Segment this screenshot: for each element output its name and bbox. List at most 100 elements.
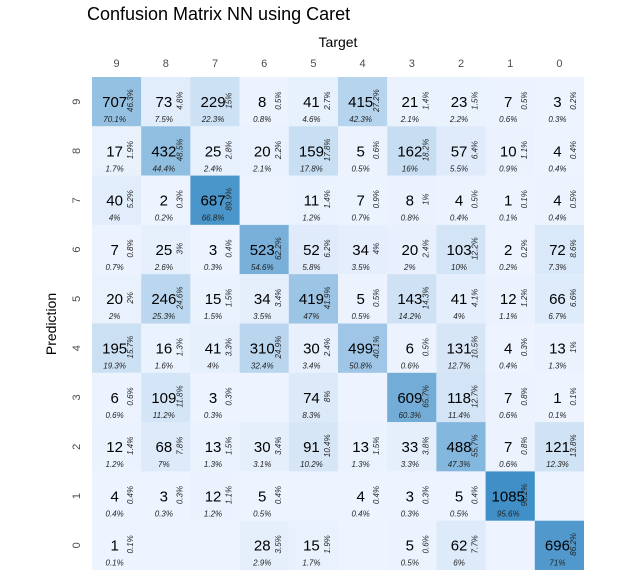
cell-col-percent: 0.4% [450,214,468,223]
y-axis-title: Prediction [43,293,59,355]
matrix-cell: 195 15.7%19.3% [92,323,142,373]
cell-row-percent: 40.1% [372,336,381,359]
cell-tile [92,520,142,570]
cell-tile [141,274,191,324]
cell-col-percent: 66.8% [202,214,225,223]
cell-tile [92,323,142,373]
cell-col-percent: 0.3% [548,115,566,124]
cell-tile [92,274,142,324]
matrix-cell: 5 0.4%0.5% [436,471,486,521]
cell-row-percent: 1.5% [225,289,234,307]
cell-count: 3 [160,488,168,505]
cell-row-percent: 0.6% [421,535,430,553]
cell-row-percent: 1.4% [126,437,135,455]
matrix-cell: 7 0.8%0.6% [485,372,535,423]
cell-col-percent: 0.9% [499,164,517,173]
x-tick-label: 1 [507,58,513,70]
cell-col-percent: 70.1% [103,115,126,124]
cell-col-percent: 1.7% [106,164,124,173]
cell-row-percent: 0.4% [225,239,234,257]
cell-tile [436,175,486,225]
cell-col-percent: 0.5% [401,559,419,568]
matrix-cell: 7 0.8%0.6% [485,422,535,472]
y-tick-label: 1 [71,493,83,499]
cell-tile [485,224,535,275]
y-tick-labels: 9 8 7 6 5 4 3 2 1 0 [71,99,83,549]
cell-row-percent: 0.5% [372,289,381,307]
cell-col-percent: 3.5% [253,312,271,321]
cell-row-percent: 0.8% [520,437,529,455]
cell-count: 609 [397,390,422,407]
cell-tile [534,422,584,472]
cell-count: 5 [406,538,414,555]
cell-tile [288,224,338,275]
cell-count: 13 [352,439,369,456]
cell-col-percent: 25.3% [151,312,175,321]
chart-title: Confusion Matrix NN using Caret [87,4,350,24]
cell-row-percent: 24.9% [274,336,283,360]
cell-col-percent: 47.3% [448,460,471,469]
cell-tile [239,224,289,275]
matrix-cell: 3 0.2%0.3% [534,77,584,127]
cell-row-percent: 0.4% [274,486,283,504]
matrix-cell: 419 41.9% 47% [288,274,338,324]
matrix-cell: 1 0.1%0.1% [485,175,535,225]
cell-row-percent: 0.5% [471,190,480,208]
cell-col-percent: 4% [109,214,121,223]
matrix-cell: 41 4.1% 4% [436,274,486,324]
cell-tile [288,520,338,570]
cell-row-percent: 12.7% [471,385,480,408]
cell-tile [288,274,338,324]
cell-row-percent: 3.3% [225,338,234,356]
cell-count: 696 [545,538,570,555]
matrix-cell: 8 1%0.8% [387,175,437,225]
cell-tile [190,471,240,521]
matrix-cell: 57 6.4%5.5% [436,126,486,176]
matrix-cell: 7 0.9%0.7% [338,175,388,225]
cell-row-percent: 41.9% [323,287,332,310]
cell-tile [141,323,191,373]
cell-col-percent: 4.6% [302,115,320,124]
matrix-cell: 12 1.4%1.2% [92,422,142,472]
cell-tile [485,126,535,176]
cell-row-percent: 0.8% [520,387,529,405]
cell-col-percent: 7.3% [548,263,566,272]
cell-col-percent: 1.5% [204,312,222,321]
cell-col-percent: 11.2% [153,411,175,420]
cell-col-percent: 2.1% [252,164,271,173]
cell-col-percent: 16% [402,164,418,173]
cell-col-percent: 44.4% [152,164,175,173]
cell-tile [387,175,437,225]
cell-row-percent: 0.8% [126,239,135,257]
cell-row-percent: 0.3% [520,338,529,356]
matrix-cell: 432 48.5%44.4% [141,126,191,176]
cell-row-percent: 1% [569,341,578,353]
matrix-cell: 40 5.2% 4% [92,175,142,225]
cell-tile [436,323,486,373]
cell-count: 118 [447,390,471,407]
x-tick-label: 5 [310,58,316,70]
cell-col-percent: 1.2% [302,214,320,223]
cell-tile [485,471,535,521]
matrix-cell: 118 12.7%11.4% [436,372,486,423]
cell-count: 73 [155,94,172,111]
matrix-cell: 74 8%8.3% [288,372,338,423]
cell-tile [485,422,535,472]
cell-col-percent: 0.4% [499,362,517,371]
cell-tile [190,126,240,176]
cell-row-percent: 6.4% [471,141,480,159]
matrix-cell: 5 0.5%0.5% [338,274,388,324]
matrix-cell: 34 3.4%3.5% [239,274,289,324]
matrix-cell: 8 0.5%0.8% [239,77,289,127]
cell-count: 20 [106,291,123,308]
cell-tile [92,471,142,521]
cell-tile [288,77,338,127]
cell-row-percent: 5.2% [126,190,135,208]
cell-row-percent: 15.7% [126,336,135,359]
cell-row-percent: 0.5% [421,338,430,356]
cell-row-percent: 27.2% [372,89,381,113]
matrix-cell: 25 3%2.6% [141,224,191,275]
y-tick-label: 5 [71,296,83,302]
cell-tile [190,422,240,472]
cell-row-percent: 10.5% [471,336,480,359]
